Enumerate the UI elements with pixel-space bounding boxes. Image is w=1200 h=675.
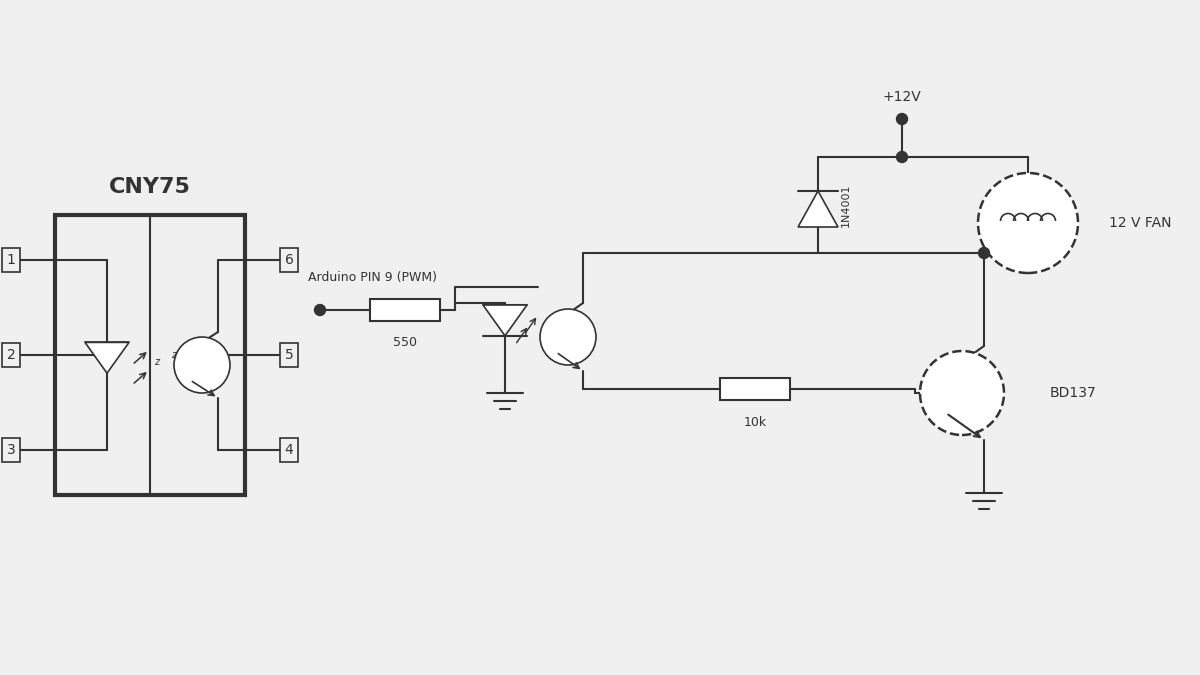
Circle shape xyxy=(896,151,907,163)
Text: BD137: BD137 xyxy=(1050,386,1097,400)
Bar xyxy=(2,343,20,367)
Polygon shape xyxy=(482,305,527,335)
Circle shape xyxy=(978,248,990,259)
Text: CNY75: CNY75 xyxy=(109,177,191,197)
Text: 10k: 10k xyxy=(744,416,767,429)
Bar xyxy=(2,438,20,462)
Text: z: z xyxy=(155,357,160,367)
Text: +12V: +12V xyxy=(883,90,922,104)
Text: z: z xyxy=(540,322,546,332)
Text: 1: 1 xyxy=(6,253,16,267)
Text: 550: 550 xyxy=(394,337,418,350)
Text: 3: 3 xyxy=(7,443,16,457)
Circle shape xyxy=(540,309,596,365)
Circle shape xyxy=(314,304,325,315)
Circle shape xyxy=(896,113,907,124)
Text: 12 V FAN: 12 V FAN xyxy=(1109,216,1171,230)
Bar xyxy=(280,248,298,272)
Text: 4: 4 xyxy=(284,443,293,457)
Circle shape xyxy=(174,337,230,393)
Bar xyxy=(370,299,440,321)
Text: z: z xyxy=(172,350,176,360)
Text: Arduino PIN 9 (PWM): Arduino PIN 9 (PWM) xyxy=(307,271,437,284)
Text: 1N4001: 1N4001 xyxy=(841,183,851,227)
Bar xyxy=(280,438,298,462)
Bar xyxy=(280,343,298,367)
Polygon shape xyxy=(85,342,130,373)
Text: 6: 6 xyxy=(284,253,294,267)
Text: 5: 5 xyxy=(284,348,293,362)
Text: 2: 2 xyxy=(7,348,16,362)
Circle shape xyxy=(978,173,1078,273)
Bar xyxy=(720,378,790,400)
Bar xyxy=(55,215,245,495)
Circle shape xyxy=(920,351,1004,435)
Polygon shape xyxy=(798,191,838,227)
Bar xyxy=(2,248,20,272)
